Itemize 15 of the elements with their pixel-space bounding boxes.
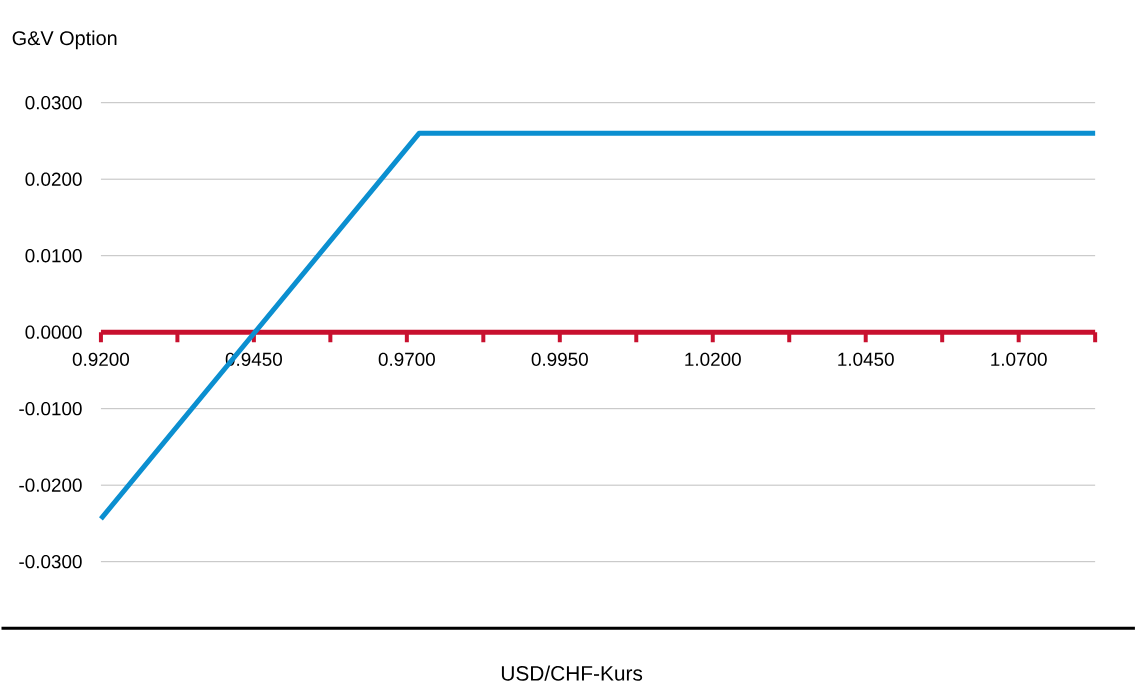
y-tick-label: 0.0200 [25,172,82,186]
x-tick-label: 1.0200 [685,352,741,366]
x-tick-label: 0.9200 [72,352,130,366]
y-tick-label: 0.0000 [25,325,82,339]
y-tick-label: -0.0100 [19,401,82,416]
x-axis-title: USD/CHF-Kurs [501,665,643,681]
x-tick-label: 0.9950 [531,352,588,366]
y-tick-label: -0.0300 [19,554,82,569]
y-tick-label: -0.0200 [19,478,82,492]
y-tick-label: 0.0300 [25,96,82,110]
y-axis-title: G&V Option [12,30,117,50]
x-tick-label: 1.0450 [838,352,894,366]
x-tick-label: 1.0700 [991,352,1047,366]
y-tick-label: 0.0100 [25,248,82,263]
x-tick-label: 0.9700 [378,352,435,366]
